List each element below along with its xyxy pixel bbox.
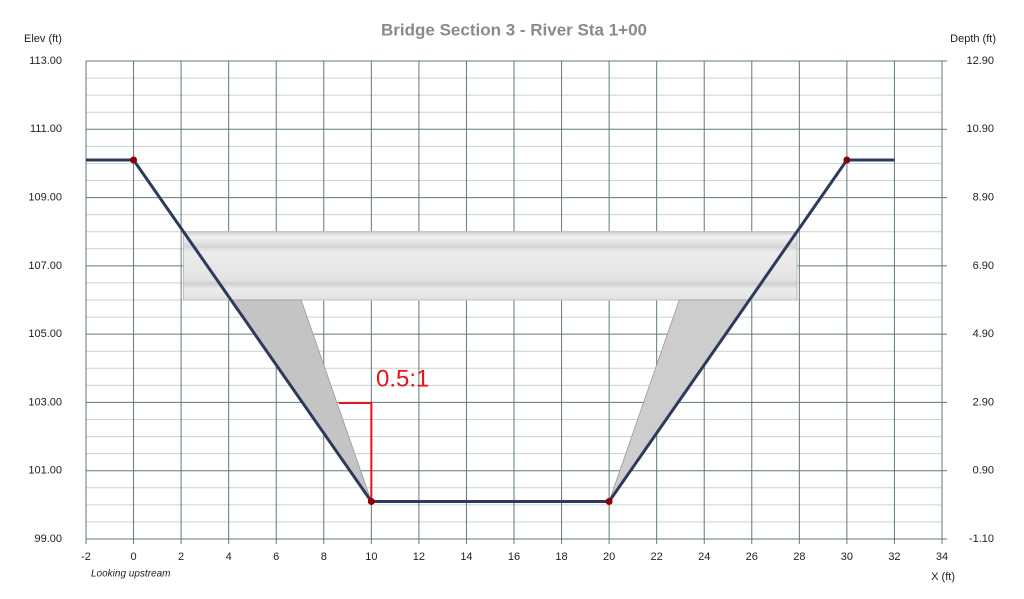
x-tick-label: 20 <box>603 551 615 563</box>
slope-annotation: 0.5:1 <box>376 365 429 392</box>
y2-tick-label: 10.90 <box>966 123 994 135</box>
x-tick-label: 24 <box>698 551 710 563</box>
y-axis-label: Elev (ft) <box>24 33 62 45</box>
ground-point <box>367 497 375 505</box>
y2-tick-label: 8.90 <box>973 191 994 203</box>
x-tick-label: 22 <box>651 551 663 563</box>
y-tick-label: 113.00 <box>29 55 62 67</box>
x-tick-label: 34 <box>936 551 948 563</box>
y2-tick-label: 6.90 <box>973 260 994 272</box>
y-tick-label: 111.00 <box>30 123 62 135</box>
x-tick-label: 16 <box>508 551 520 563</box>
y2-tick-label: 0.90 <box>973 465 994 477</box>
y2-tick-label: 12.90 <box>966 55 994 67</box>
y2-tick-label: 2.90 <box>973 396 994 408</box>
y-tick-label: 101.00 <box>28 465 62 477</box>
y2-axis-label: Depth (ft) <box>950 33 996 45</box>
x-tick-label: 26 <box>746 551 758 563</box>
x-tick-label: 6 <box>273 551 279 563</box>
y-tick-label: 103.00 <box>28 396 62 408</box>
x-tick-label: -2 <box>81 551 91 563</box>
ground-point <box>843 156 851 164</box>
x-tick-label: 8 <box>321 551 327 563</box>
x-tick-label: 32 <box>888 551 900 563</box>
ground-point <box>605 497 613 505</box>
x-tick-label: 12 <box>413 551 425 563</box>
chart-title: Bridge Section 3 - River Sta 1+00 <box>381 20 647 39</box>
slope-bracket <box>339 402 373 502</box>
bridge-deck <box>182 231 798 301</box>
x-tick-label: 18 <box>555 551 567 563</box>
y-tick-label: 107.00 <box>28 260 62 272</box>
x-tick-label: 4 <box>226 551 232 563</box>
x-tick-label: 10 <box>365 551 377 563</box>
x-tick-label: 0 <box>130 551 136 563</box>
x-tick-label: 28 <box>793 551 805 563</box>
view-note: Looking upstream <box>91 569 171 580</box>
ground-line <box>86 158 895 503</box>
y-tick-label: 105.00 <box>28 328 62 340</box>
y2-tick-label: 4.90 <box>973 328 994 340</box>
x-axis-label: X (ft) <box>931 571 955 583</box>
x-tick-label: 30 <box>841 551 853 563</box>
y-tick-label: 99.00 <box>34 533 62 545</box>
y2-tick-label: -1.10 <box>969 533 994 545</box>
x-tick-label: 2 <box>178 551 184 563</box>
y-tick-label: 109.00 <box>28 191 62 203</box>
ground-point <box>130 156 138 164</box>
x-tick-label: 14 <box>460 551 472 563</box>
